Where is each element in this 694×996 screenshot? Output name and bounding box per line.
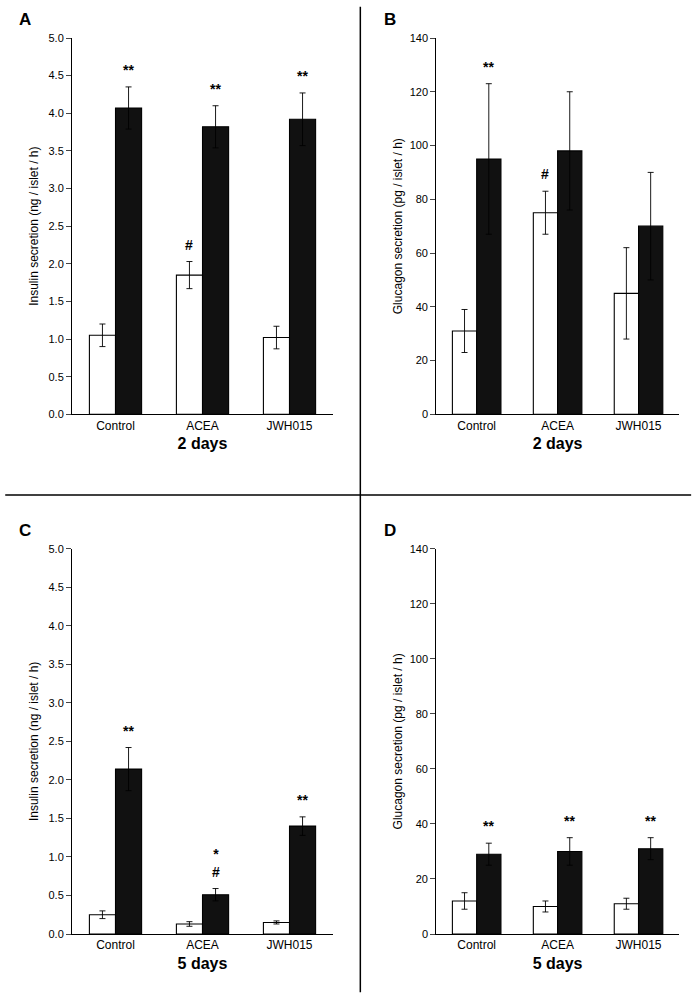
svg-text:4.5: 4.5 (49, 69, 64, 81)
svg-text:*#: *# (212, 846, 220, 880)
svg-text:C: C (19, 521, 31, 540)
svg-text:0: 0 (422, 408, 428, 420)
svg-text:**: ** (297, 792, 308, 808)
svg-text:120: 120 (410, 598, 428, 610)
svg-text:#: # (541, 166, 549, 182)
svg-text:2.0: 2.0 (49, 774, 64, 786)
svg-text:140: 140 (410, 543, 428, 555)
svg-text:JWH015: JWH015 (616, 938, 662, 952)
svg-text:60: 60 (416, 247, 428, 259)
svg-text:Control: Control (457, 938, 496, 952)
svg-text:100: 100 (410, 139, 428, 151)
svg-text:**: ** (483, 818, 494, 834)
svg-text:1.5: 1.5 (49, 295, 64, 307)
svg-text:2 days: 2 days (533, 435, 583, 452)
svg-text:ACEA: ACEA (186, 938, 219, 952)
svg-text:5 days: 5 days (533, 955, 583, 972)
svg-text:**: ** (123, 723, 134, 739)
svg-text:80: 80 (416, 708, 428, 720)
svg-text:**: ** (483, 59, 494, 75)
svg-text:**: ** (297, 68, 308, 84)
svg-text:4.0: 4.0 (49, 107, 64, 119)
svg-text:**: ** (123, 62, 134, 78)
svg-text:20: 20 (416, 873, 428, 885)
svg-text:JWH015: JWH015 (616, 419, 662, 433)
svg-text:ACEA: ACEA (541, 419, 574, 433)
svg-text:20: 20 (416, 354, 428, 366)
svg-text:2.0: 2.0 (49, 258, 64, 270)
svg-text:A: A (19, 10, 31, 29)
svg-text:Control: Control (96, 419, 135, 433)
svg-text:3.0: 3.0 (49, 182, 64, 194)
svg-text:140: 140 (410, 32, 428, 44)
svg-text:40: 40 (416, 301, 428, 313)
svg-text:60: 60 (416, 763, 428, 775)
svg-text:2.5: 2.5 (49, 735, 64, 747)
svg-text:0.5: 0.5 (49, 889, 64, 901)
svg-text:4.5: 4.5 (49, 581, 64, 593)
svg-text:ACEA: ACEA (186, 419, 219, 433)
svg-text:1.0: 1.0 (49, 333, 64, 345)
svg-text:Control: Control (457, 419, 496, 433)
svg-text:0: 0 (422, 928, 428, 940)
svg-text:Glucagon secretion (pg / islet: Glucagon secretion (pg / islet / h) (391, 653, 405, 829)
svg-text:80: 80 (416, 193, 428, 205)
svg-text:3.5: 3.5 (49, 658, 64, 670)
svg-text:**: ** (645, 813, 656, 829)
svg-text:Insulin secretion (ng / islet: Insulin secretion (ng / islet / h) (27, 146, 41, 305)
svg-text:2 days: 2 days (178, 435, 228, 452)
svg-text:5.0: 5.0 (49, 32, 64, 44)
svg-text:1.5: 1.5 (49, 812, 64, 824)
svg-text:5.0: 5.0 (49, 543, 64, 555)
svg-text:**: ** (210, 81, 221, 97)
svg-text:2.5: 2.5 (49, 220, 64, 232)
svg-text:#: # (185, 237, 193, 253)
svg-text:0.0: 0.0 (49, 408, 64, 420)
svg-text:100: 100 (410, 653, 428, 665)
svg-text:4.0: 4.0 (49, 620, 64, 632)
svg-text:0.5: 0.5 (49, 371, 64, 383)
svg-text:0.0: 0.0 (49, 928, 64, 940)
svg-text:JWH015: JWH015 (267, 419, 313, 433)
svg-text:Glucagon secretion (pg / islet: Glucagon secretion (pg / islet / h) (391, 138, 405, 314)
svg-text:D: D (384, 521, 396, 540)
svg-text:**: ** (564, 813, 575, 829)
svg-text:5 days: 5 days (178, 955, 228, 972)
svg-text:JWH015: JWH015 (267, 938, 313, 952)
svg-text:1.0: 1.0 (49, 851, 64, 863)
svg-text:3.5: 3.5 (49, 145, 64, 157)
svg-text:40: 40 (416, 818, 428, 830)
svg-text:Control: Control (96, 938, 135, 952)
svg-text:B: B (384, 10, 396, 29)
svg-text:ACEA: ACEA (541, 938, 574, 952)
svg-text:Insulin secretion (ng / islet: Insulin secretion (ng / islet / h) (27, 662, 41, 821)
svg-text:3.0: 3.0 (49, 697, 64, 709)
svg-text:120: 120 (410, 86, 428, 98)
